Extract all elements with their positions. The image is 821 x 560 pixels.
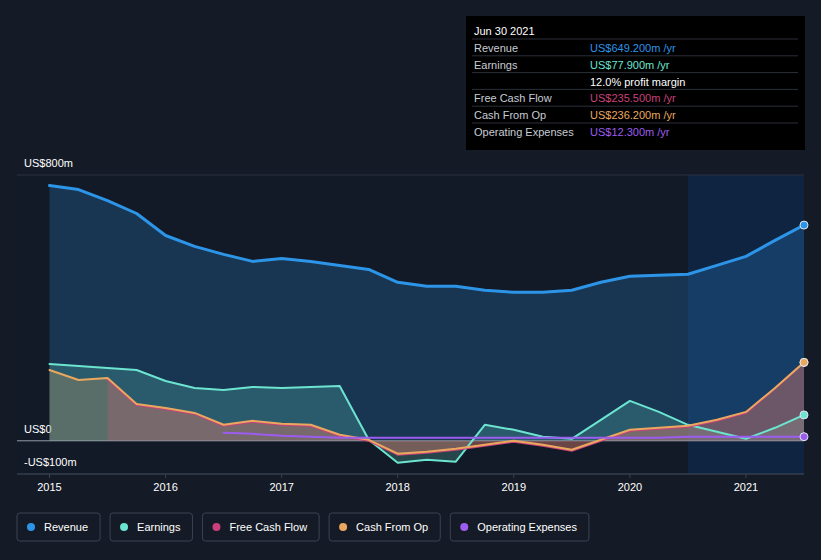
tooltip-label: Free Cash Flow [474,92,552,104]
end-point [800,433,808,441]
tooltip-value: 12.0% profit margin [590,76,685,88]
legend-swatch [27,523,35,531]
tooltip-date: Jun 30 2021 [474,25,535,37]
legend-label: Revenue [44,521,88,533]
x-tick [513,474,514,478]
tooltip-separator [472,89,798,90]
end-point [800,411,808,419]
end-point [800,221,808,229]
x-tick-label: 2016 [153,481,177,493]
chart: -US$100m US$0 US$800m 2015 2016 2017 2018 2019 2… [0,0,821,560]
series-line [108,363,805,455]
y-tick-label: US$800m [24,157,73,169]
end-point [800,358,808,366]
x-tick-label: 2021 [734,481,758,493]
legend-label: Free Cash Flow [229,521,307,533]
y-tick-label: -US$100m [24,456,77,468]
x-tick-label: 2018 [385,481,409,493]
x-tick [397,474,398,478]
tooltip-box [466,16,805,150]
tooltip-value: US$77.900m /yr [590,59,670,71]
x-tick [745,474,746,478]
legend-swatch [460,523,468,531]
tooltip-value: US$236.200m /yr [590,109,676,121]
plot-area [17,175,804,474]
x-tick-label: 2020 [618,481,642,493]
tooltip-label: Cash From Op [474,109,546,121]
series-line [50,186,805,293]
legend-label: Cash From Op [356,521,428,533]
tooltip-value: US$649.200m /yr [590,42,676,54]
tooltip-separator [472,106,798,107]
x-tick-label: 2015 [37,481,61,493]
legend-item: Free Cash Flow [202,513,319,541]
series-line [50,364,805,463]
legend-swatch [212,523,220,531]
x-tick-label: 2017 [269,481,293,493]
tooltip-separator [472,55,798,56]
grid-line [17,474,804,475]
legend-swatch [120,523,128,531]
tooltip-label: Operating Expenses [474,126,574,138]
tooltip-label: Revenue [474,42,518,54]
end-point [800,359,808,367]
legend-item: Earnings [110,513,192,541]
series-group [50,186,805,463]
legend-item: Operating Expenses [450,513,589,541]
x-tick [49,474,50,478]
x-tick-label: 2019 [502,481,526,493]
tooltip-separator [472,39,798,40]
series-line [50,362,805,453]
x-tick [165,474,166,478]
legend-box [110,513,192,541]
legend-item: Cash From Op [329,513,440,541]
legend-swatch [339,523,347,531]
legend-box [17,513,100,541]
x-axis-line [17,474,804,475]
tooltip-label: Earnings [474,59,518,71]
grid-line [17,175,804,176]
legend-box [450,513,589,541]
series-line [224,433,804,438]
x-tick [629,474,630,478]
tooltip-separator [472,72,798,73]
x-tick [281,474,282,478]
legend-label: Operating Expenses [477,521,577,533]
tooltip-separator [472,123,798,124]
legend-label: Earnings [137,521,181,533]
tooltip-value: US$12.300m /yr [590,126,670,138]
y-tick-label: US$0 [24,423,52,435]
background [0,0,821,560]
legend-box [329,513,440,541]
legend-box [202,513,319,541]
tooltip-value: US$235.500m /yr [590,92,676,104]
series-area [50,362,805,453]
legend-item: Revenue [17,513,100,541]
